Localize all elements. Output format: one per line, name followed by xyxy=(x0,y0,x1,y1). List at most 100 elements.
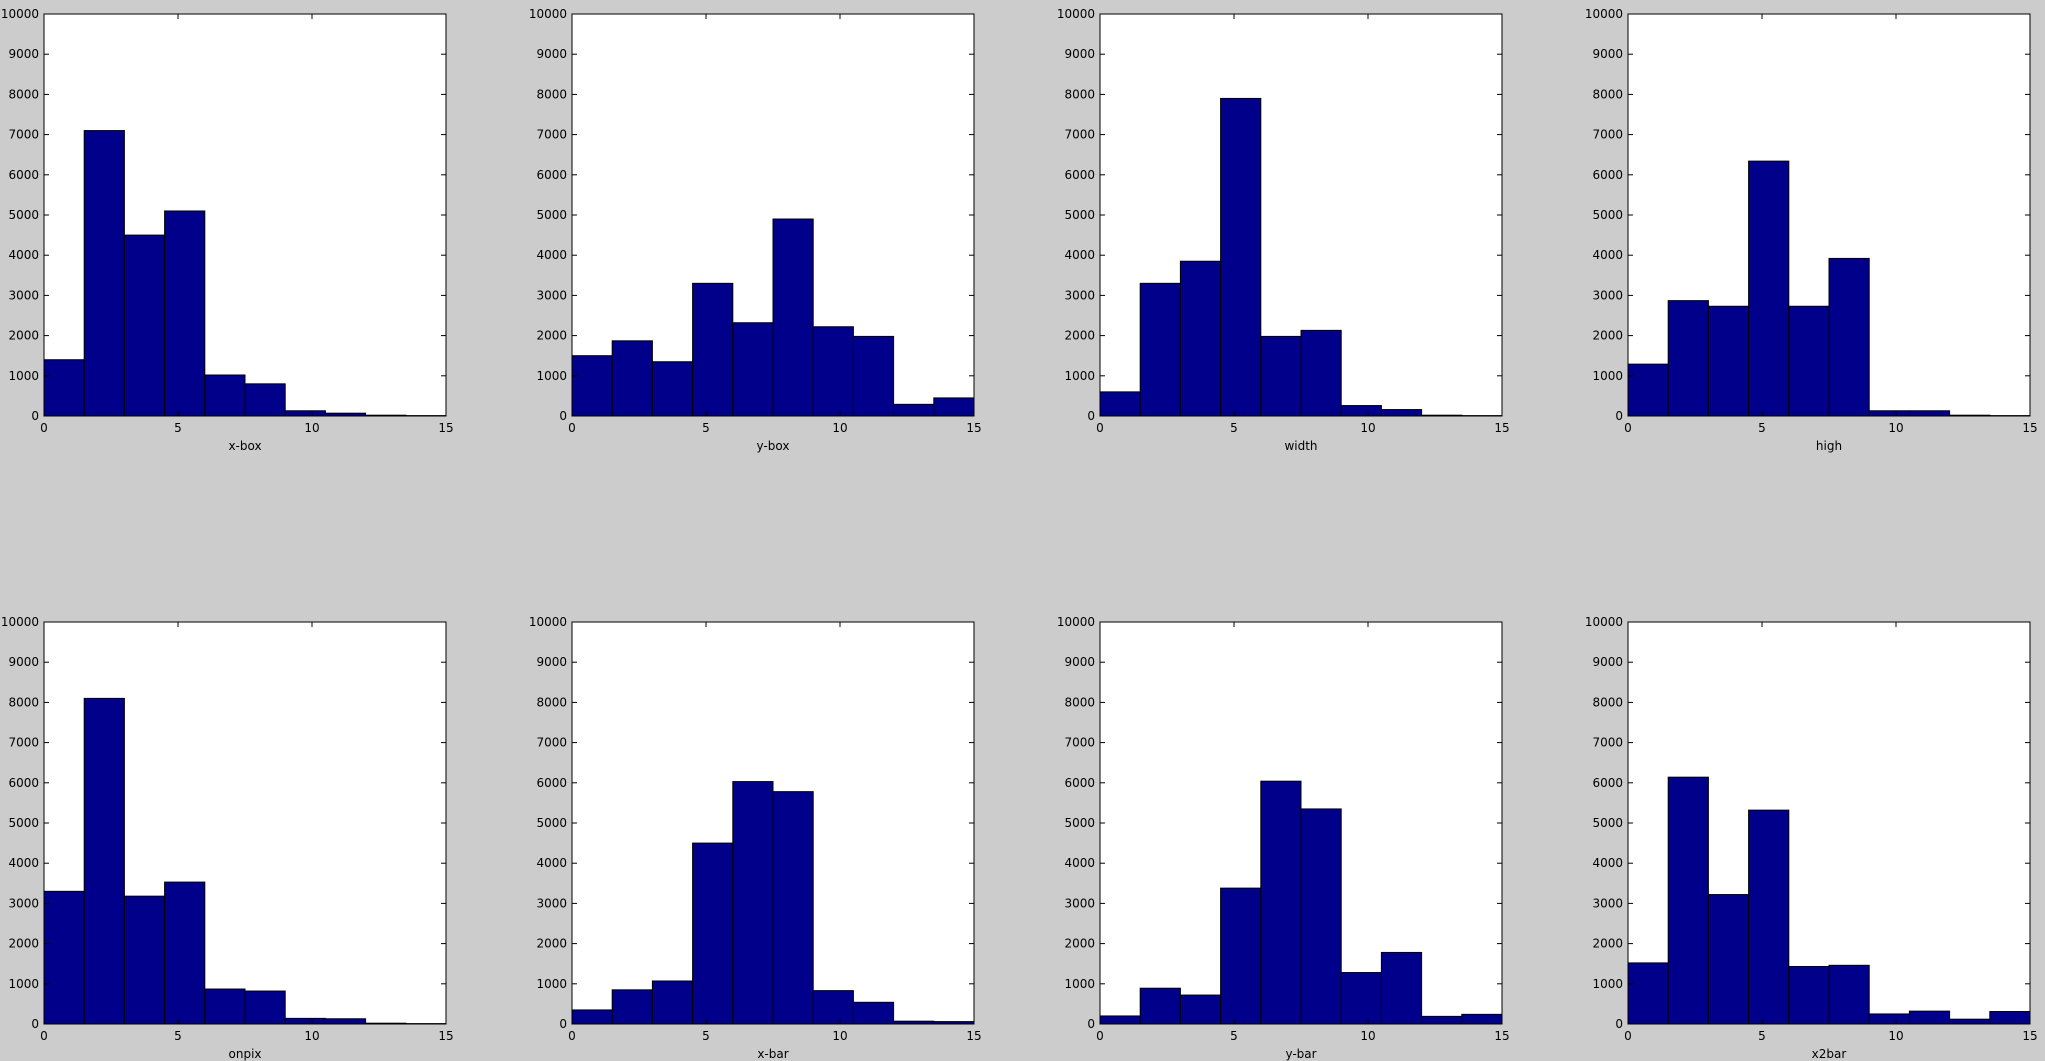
y-tick-label: 4000 xyxy=(8,856,39,870)
histogram-bar xyxy=(1380,409,1423,417)
histogram-bar xyxy=(1139,987,1181,1025)
subplot-x-bar: 0100020003000400050006000700080009000100… xyxy=(529,615,982,1061)
histogram-bar xyxy=(1868,410,1910,417)
histogram-bar xyxy=(164,210,206,417)
y-tick-label: 5000 xyxy=(1064,208,1095,222)
histogram-bar xyxy=(204,374,246,417)
y-tick-label: 9000 xyxy=(1064,655,1095,669)
histogram-bar xyxy=(571,1009,613,1025)
y-tick-label: 1000 xyxy=(1064,369,1095,383)
y-tick-label: 4000 xyxy=(1592,856,1623,870)
histogram-bar xyxy=(1667,776,1709,1025)
x-tick-label: 0 xyxy=(40,421,48,435)
y-tick-label: 2000 xyxy=(536,329,567,343)
x-tick-label: 15 xyxy=(438,421,453,435)
x-tick-label: 10 xyxy=(832,1029,847,1043)
x-tick-label: 15 xyxy=(2022,421,2037,435)
y-tick-label: 6000 xyxy=(536,776,567,790)
y-tick-label: 8000 xyxy=(1592,695,1623,709)
y-tick-label: 6000 xyxy=(1064,168,1095,182)
x-tick-label: 0 xyxy=(1624,421,1632,435)
histogram-bar xyxy=(933,397,975,417)
subplot-y-box: 0100020003000400050006000700080009000100… xyxy=(529,7,982,453)
x-tick-label: 15 xyxy=(438,1029,453,1043)
histogram-bar xyxy=(244,990,286,1025)
y-tick-label: 9000 xyxy=(536,655,567,669)
y-tick-label: 6000 xyxy=(1592,776,1623,790)
y-tick-label: 8000 xyxy=(1064,695,1095,709)
y-tick-label: 6000 xyxy=(8,776,39,790)
histogram-bar xyxy=(1908,410,1951,417)
histogram-bar xyxy=(83,130,125,417)
histogram-bar xyxy=(651,980,694,1025)
subplot-high: 0100020003000400050006000700080009000100… xyxy=(1585,7,2038,453)
histogram-bar xyxy=(1179,994,1222,1025)
histogram-bar xyxy=(1220,97,1262,417)
subplot-x-box: 0100020003000400050006000700080009000100… xyxy=(1,7,454,453)
y-tick-label: 2000 xyxy=(1064,937,1095,951)
x-axis-label: high xyxy=(1816,439,1842,453)
y-tick-label: 4000 xyxy=(536,856,567,870)
x-tick-label: 5 xyxy=(174,1029,182,1043)
histogram-bar xyxy=(1099,1015,1141,1025)
y-tick-label: 5000 xyxy=(8,816,39,830)
x-tick-label: 15 xyxy=(966,421,981,435)
x-tick-label: 0 xyxy=(1624,1029,1632,1043)
y-tick-label: 3000 xyxy=(8,288,39,302)
histogram-bar xyxy=(1989,1011,2031,1025)
x-axis-label: x-box xyxy=(228,439,261,453)
y-tick-label: 0 xyxy=(1087,1017,1095,1031)
x-axis-label: width xyxy=(1284,439,1317,453)
y-tick-label: 5000 xyxy=(1592,816,1623,830)
histogram-bar xyxy=(1461,1013,1503,1025)
y-tick-label: 9000 xyxy=(1592,47,1623,61)
histogram-bar xyxy=(1828,964,1870,1025)
x-tick-label: 0 xyxy=(1096,1029,1104,1043)
y-tick-label: 6000 xyxy=(1592,168,1623,182)
y-tick-label: 6000 xyxy=(536,168,567,182)
y-tick-label: 10000 xyxy=(1,7,39,21)
x-tick-label: 10 xyxy=(304,1029,319,1043)
y-tick-label: 1000 xyxy=(8,369,39,383)
y-tick-label: 3000 xyxy=(8,896,39,910)
histogram-bar xyxy=(1707,305,1750,417)
histogram-bar xyxy=(123,234,166,417)
histogram-bar xyxy=(1260,780,1302,1025)
histogram-bar xyxy=(1139,282,1181,417)
y-tick-label: 10000 xyxy=(1585,7,1623,21)
y-tick-label: 9000 xyxy=(8,47,39,61)
histogram-bar xyxy=(852,1001,895,1025)
histogram-bar xyxy=(651,361,694,417)
y-tick-label: 5000 xyxy=(536,208,567,222)
histogram-bar xyxy=(812,326,854,417)
histogram-bar xyxy=(1300,329,1342,417)
histogram-bar xyxy=(1949,1018,1991,1025)
y-tick-label: 2000 xyxy=(1592,329,1623,343)
y-tick-label: 3000 xyxy=(536,288,567,302)
y-tick-label: 4000 xyxy=(1592,248,1623,262)
y-tick-label: 5000 xyxy=(536,816,567,830)
x-axis-label: y-bar xyxy=(1285,1047,1316,1061)
y-tick-label: 3000 xyxy=(1064,896,1095,910)
y-tick-label: 9000 xyxy=(8,655,39,669)
histogram-bar xyxy=(1788,305,1830,417)
y-tick-label: 8000 xyxy=(8,695,39,709)
x-tick-label: 15 xyxy=(1494,1029,1509,1043)
x-axis-label: x-bar xyxy=(757,1047,788,1061)
subplot-width: 0100020003000400050006000700080009000100… xyxy=(1057,7,1510,453)
histogram-bar xyxy=(1748,809,1790,1025)
histogram-bar xyxy=(772,791,814,1025)
histogram-bar xyxy=(244,383,286,417)
histogram-bar xyxy=(1340,972,1382,1025)
subplot-y-bar: 0100020003000400050006000700080009000100… xyxy=(1057,615,1510,1061)
histogram-bar xyxy=(284,410,326,417)
histogram-bar xyxy=(284,1017,326,1025)
histogram-bar xyxy=(123,895,166,1025)
y-tick-label: 7000 xyxy=(8,736,39,750)
y-tick-label: 7000 xyxy=(536,736,567,750)
histogram-bar xyxy=(772,218,814,417)
y-tick-label: 0 xyxy=(1087,409,1095,423)
histogram-bar xyxy=(43,359,85,417)
y-tick-label: 1000 xyxy=(1592,977,1623,991)
